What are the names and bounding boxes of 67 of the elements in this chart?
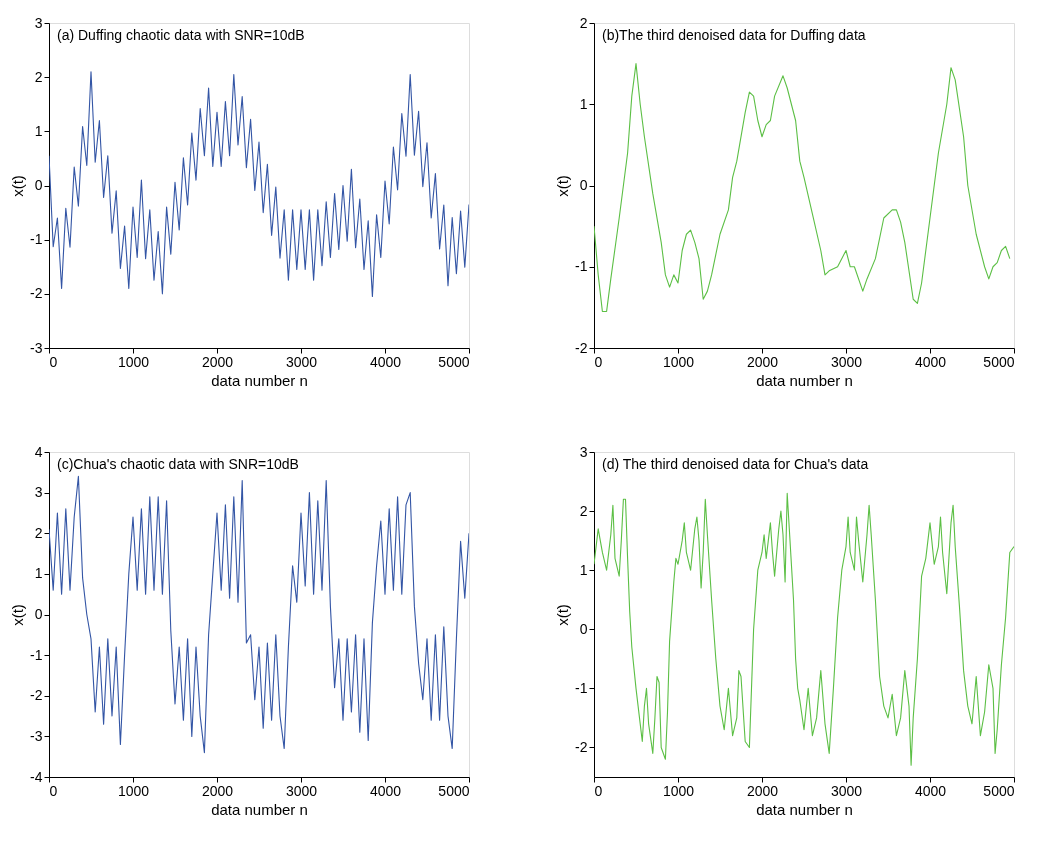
y-tick-label: 3 bbox=[579, 443, 588, 460]
x-tick-label: 4000 bbox=[914, 782, 947, 799]
y-tick-label: -1 bbox=[575, 258, 588, 275]
x-tick-label: 5000 bbox=[438, 782, 470, 799]
x-tick-label: 3000 bbox=[285, 782, 318, 799]
y-tick-label: 2 bbox=[579, 502, 588, 519]
y-tick-label: 1 bbox=[34, 565, 43, 582]
y-tick-label: 1 bbox=[579, 561, 588, 578]
y-axis-title: x(t) bbox=[9, 175, 27, 197]
y-tick-label: -3 bbox=[30, 339, 43, 356]
y-tick-label: 0 bbox=[579, 620, 588, 637]
y-tick-label: -1 bbox=[30, 646, 43, 663]
x-tick-label: 1000 bbox=[662, 353, 695, 370]
y-tick-label: -1 bbox=[30, 231, 43, 248]
chart-title: (b)The third denoised data for Duffing data bbox=[602, 27, 866, 43]
x-tick-label: 4000 bbox=[369, 353, 402, 370]
x-tick-label: 5000 bbox=[983, 782, 1015, 799]
y-tick-label: 2 bbox=[34, 68, 43, 85]
y-tick-label: -1 bbox=[575, 679, 588, 696]
x-tick-label: 0 bbox=[594, 353, 603, 370]
line-series bbox=[594, 492, 1014, 766]
x-axis-title: data number n bbox=[756, 800, 853, 818]
x-tick-label: 2000 bbox=[201, 782, 234, 799]
line-series bbox=[49, 475, 469, 754]
y-axis-title: x(t) bbox=[554, 175, 572, 197]
x-axis-title: data number n bbox=[756, 371, 853, 389]
x-tick-label: 3000 bbox=[830, 353, 863, 370]
x-tick-label: 1000 bbox=[662, 782, 695, 799]
chart-title: (c)Chua's chaotic data with SNR=10dB bbox=[57, 456, 299, 472]
line-series bbox=[594, 63, 1011, 312]
x-tick-label: 0 bbox=[49, 782, 58, 799]
y-tick-label: 2 bbox=[579, 14, 588, 31]
y-tick-label: -2 bbox=[575, 738, 588, 755]
x-tick-label: 3000 bbox=[830, 782, 863, 799]
x-tick-label: 4000 bbox=[914, 353, 947, 370]
chart-title: (d) The third denoised data for Chua's data bbox=[602, 456, 869, 472]
x-tick-label: 3000 bbox=[285, 353, 318, 370]
y-tick-label: 0 bbox=[34, 177, 43, 193]
x-tick-label: 4000 bbox=[369, 782, 402, 799]
line-series bbox=[49, 71, 469, 298]
y-axis-title: x(t) bbox=[554, 604, 572, 626]
y-tick-label: -2 bbox=[30, 285, 43, 302]
y-tick-label: -2 bbox=[30, 687, 43, 704]
chart-title: (a) Duffing chaotic data with SNR=10dB bbox=[57, 27, 305, 43]
x-tick-label: 5000 bbox=[983, 353, 1015, 370]
y-tick-label: 0 bbox=[34, 606, 43, 622]
x-tick-label: 1000 bbox=[117, 782, 150, 799]
x-tick-label: 1000 bbox=[117, 353, 150, 370]
x-tick-label: 2000 bbox=[746, 782, 779, 799]
y-tick-label: 1 bbox=[579, 95, 588, 112]
y-tick-label: 1 bbox=[34, 122, 43, 139]
x-axis-title: data number n bbox=[211, 371, 308, 389]
y-axis-title: x(t) bbox=[9, 604, 27, 626]
y-tick-label: 3 bbox=[34, 14, 43, 31]
y-tick-label: -4 bbox=[30, 768, 43, 785]
y-tick-label: -3 bbox=[30, 727, 43, 744]
x-tick-label: 5000 bbox=[438, 353, 470, 370]
y-tick-label: -2 bbox=[575, 339, 588, 356]
x-axis-title: data number n bbox=[211, 800, 308, 818]
x-tick-label: 2000 bbox=[201, 353, 234, 370]
x-tick-label: 2000 bbox=[746, 353, 779, 370]
y-tick-label: 0 bbox=[579, 177, 588, 193]
y-tick-label: 4 bbox=[34, 443, 43, 460]
y-tick-label: 2 bbox=[34, 524, 43, 541]
x-tick-label: 0 bbox=[594, 782, 603, 799]
x-tick-label: 0 bbox=[49, 353, 58, 370]
y-tick-label: 3 bbox=[34, 484, 43, 501]
